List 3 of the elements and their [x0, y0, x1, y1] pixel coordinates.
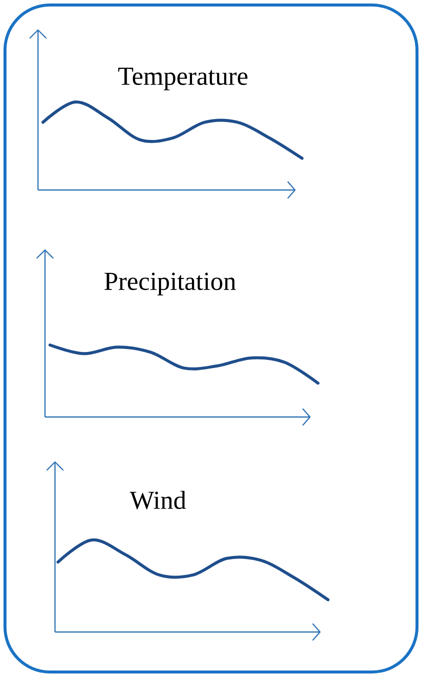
- chart-title: Precipitation: [104, 272, 236, 296]
- chart-title: Temperature: [118, 68, 248, 90]
- chart-title: Wind: [130, 490, 186, 510]
